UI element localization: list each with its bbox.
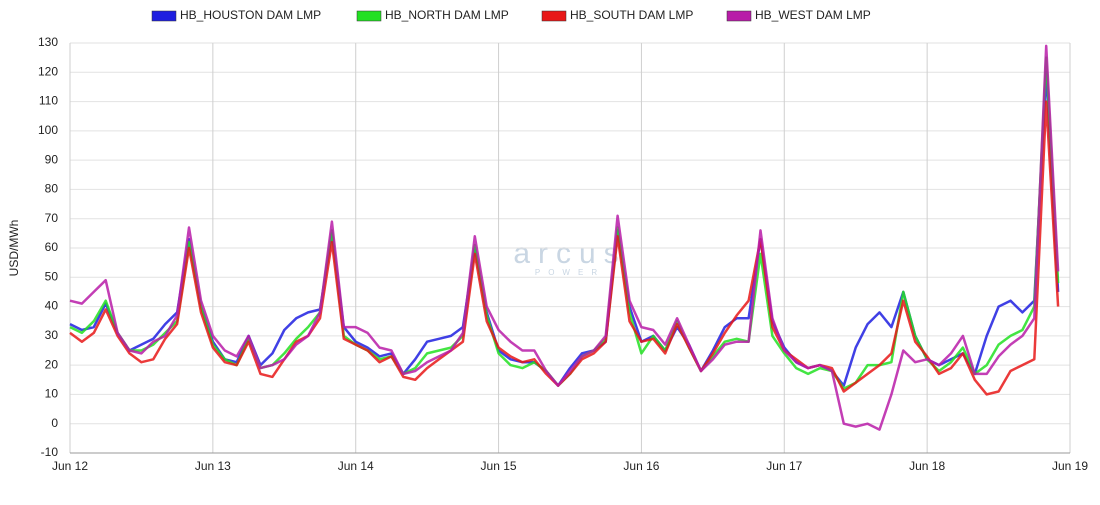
legend-swatch [726, 10, 752, 22]
y-tick-label: 30 [45, 328, 59, 342]
legend-label: HB_SOUTH DAM LMP [570, 8, 693, 22]
legend-label: HB_WEST DAM LMP [755, 8, 871, 22]
y-tick-label: 20 [45, 357, 59, 371]
y-tick-label: 80 [45, 182, 59, 196]
legend-label: HB_NORTH DAM LMP [385, 8, 509, 22]
y-tick-label: 110 [39, 94, 58, 108]
y-tick-label: 70 [45, 211, 59, 225]
watermark-sub: POWER [535, 268, 605, 277]
series-line [69, 56, 1060, 390]
series-line [69, 44, 1060, 431]
y-tick-label: 50 [45, 269, 59, 283]
y-tick-label: 40 [45, 299, 59, 313]
y-tick-label: 130 [38, 35, 58, 49]
x-tick-label: Jun 17 [766, 459, 802, 473]
y-axis-label: USD/MWh [7, 220, 21, 277]
x-tick-label: Jun 16 [623, 459, 659, 473]
y-tick-label: 100 [38, 123, 58, 137]
legend-swatch [541, 10, 567, 22]
watermark: arcus [513, 237, 626, 270]
x-tick-label: Jun 12 [52, 459, 88, 473]
y-tick-label: 0 [51, 416, 58, 430]
legend-swatch [151, 10, 177, 22]
y-tick-label: 60 [45, 240, 59, 254]
y-tick-label: 10 [45, 387, 59, 401]
x-tick-label: Jun 15 [481, 459, 517, 473]
y-tick-label: 90 [45, 152, 59, 166]
y-tick-label: -10 [41, 445, 59, 459]
series-line [69, 71, 1060, 387]
x-tick-label: Jun 18 [909, 459, 945, 473]
y-tick-label: 120 [38, 64, 58, 78]
legend-swatch [356, 10, 382, 22]
x-tick-label: Jun 14 [338, 459, 374, 473]
x-tick-label: Jun 13 [195, 459, 231, 473]
legend-label: HB_HOUSTON DAM LMP [180, 8, 321, 22]
x-tick-label: Jun 19 [1052, 459, 1088, 473]
